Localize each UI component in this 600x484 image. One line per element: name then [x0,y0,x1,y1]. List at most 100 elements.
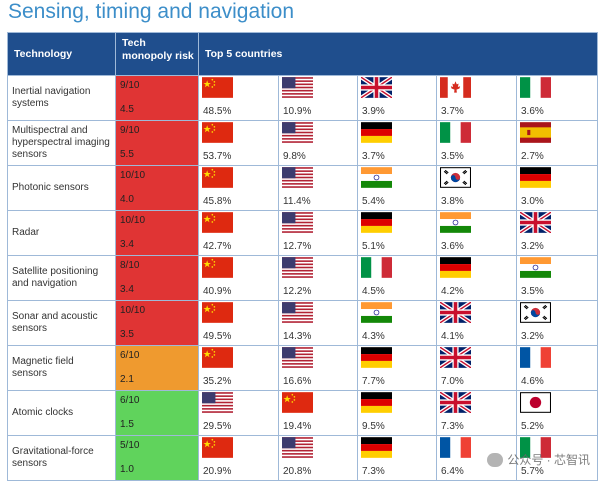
country-cell: 5.4% [357,165,437,211]
flag-china-icon [202,302,233,323]
table-row: Magnetic field sensors 6/10 2.1 35.2% 16.6% 7… [7,345,599,391]
country-share: 7.3% [362,466,385,477]
flag-usa-icon [282,167,313,188]
country-cell: 4.3% [357,300,437,346]
country-share: 5.7% [521,466,544,477]
flag-france-icon [520,347,551,368]
country-cell: 5.1% [357,210,437,256]
country-share: 3.2% [521,331,544,342]
risk-score: 10/10 [120,215,146,226]
risk-index: 1.5 [120,419,134,430]
flag-germany-icon [520,167,551,188]
country-share: 29.5% [203,421,232,432]
country-share: 40.9% [203,286,232,297]
country-share: 7.7% [362,376,385,387]
flag-spain-icon [520,122,551,143]
country-cell: 14.3% [278,300,358,346]
flag-china-icon [202,257,233,278]
risk-score: 9/10 [120,80,140,91]
risk-score: 9/10 [120,125,140,136]
country-cell: 12.7% [278,210,358,256]
country-share: 3.7% [362,151,385,162]
flag-korea-icon [440,167,471,188]
technology-name: Multispectral and hyperspectral imaging … [7,120,116,166]
table-row: Sonar and acoustic sensors 10/10 3.5 49.5% 1… [7,300,599,346]
country-cell: 16.6% [278,345,358,391]
flag-china-icon [202,437,233,458]
country-share: 6.4% [441,466,464,477]
country-cell: 20.8% [278,435,358,481]
country-share: 12.2% [283,286,312,297]
country-share: 3.0% [521,196,544,207]
country-share: 11.4% [283,196,311,207]
country-share: 14.3% [283,331,312,342]
flag-uk-icon [520,212,551,233]
flag-usa-icon [282,212,313,233]
country-cell: 11.4% [278,165,358,211]
country-cell: 3.9% [357,75,437,121]
watermark-text: 公众号 · 芯智讯 [507,453,590,467]
country-cell: 49.5% [198,300,279,346]
flag-china-icon [202,347,233,368]
technology-name: Magnetic field sensors [7,345,116,391]
country-cell: 6.4% [436,435,517,481]
country-share: 5.2% [521,421,544,432]
table-header-row: Technology Tech monopoly risk Top 5 coun… [7,32,599,76]
country-share: 3.6% [441,241,464,252]
flag-usa-icon [282,302,313,323]
flag-germany-icon [361,122,392,143]
country-cell: 3.2% [515,210,599,256]
country-cell: 7.3% [357,435,437,481]
risk-index: 3.4 [120,239,134,250]
country-share: 3.5% [521,286,544,297]
country-cell: 2.7% [515,120,599,166]
country-cell: 20.9% [198,435,279,481]
country-share: 19.4% [283,421,312,432]
country-cell: 42.7% [198,210,279,256]
flag-china-icon [202,77,233,98]
monopoly-risk-cell: 9/10 4.5 [115,75,199,121]
country-share: 4.6% [521,376,544,387]
country-cell: 3.0% [515,165,599,211]
technology-name: Satellite positioning and navigation [7,255,116,301]
country-share: 3.2% [521,241,544,252]
country-share: 12.7% [283,241,312,252]
risk-score: 10/10 [120,170,146,181]
country-share: 3.8% [441,196,464,207]
country-share: 4.2% [441,286,464,297]
table-row: Multispectral and hyperspectral imaging … [7,120,599,166]
flag-india-icon [440,212,471,233]
flag-italy-icon [520,437,551,458]
flag-china-icon [202,167,233,188]
country-share: 35.2% [203,376,232,387]
monopoly-risk-cell: 10/10 3.5 [115,300,199,346]
country-cell: 40.9% [198,255,279,301]
monopoly-risk-cell: 6/10 1.5 [115,390,199,436]
country-share: 3.7% [441,106,464,117]
flag-germany-icon [361,437,392,458]
header-technology: Technology [7,32,116,76]
technology-name: Sonar and acoustic sensors [7,300,116,346]
table-row: Radar 10/10 3.4 42.7% 12.7% 5.1% 3.6% 3.2% [7,210,599,256]
country-cell: 3.6% [515,75,599,121]
technology-name: Gravitational-force sensors [7,435,116,481]
country-cell: 3.6% [436,210,517,256]
flag-france-icon [440,437,471,458]
flag-india-icon [520,257,551,278]
country-share: 5.1% [362,241,385,252]
country-share: 49.5% [203,331,232,342]
header-risk-line2: monopoly risk [122,50,194,62]
country-share: 42.7% [203,241,232,252]
flag-usa-icon [282,437,313,458]
country-share: 3.6% [521,106,544,117]
flag-usa-icon [282,122,313,143]
risk-score: 6/10 [120,350,140,361]
risk-index: 3.4 [120,284,134,295]
country-cell: 3.5% [515,255,599,301]
flag-germany-icon [361,212,392,233]
flag-italy-icon [440,122,471,143]
country-cell: 7.7% [357,345,437,391]
country-share: 5.4% [362,196,385,207]
technology-table: Technology Tech monopoly risk Top 5 coun… [7,32,599,481]
country-cell: 3.5% [436,120,517,166]
